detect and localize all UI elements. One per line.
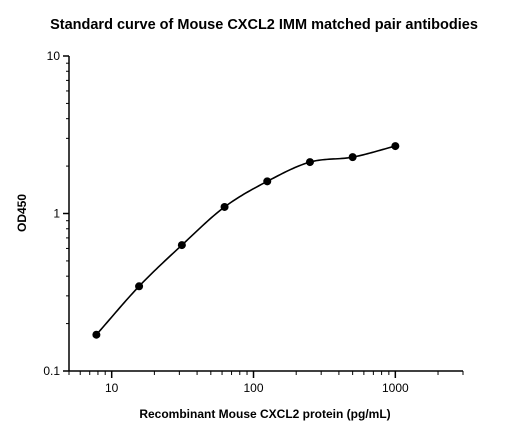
y-axis: 0.1 1 10 — [43, 49, 70, 378]
x-axis: 10 100 1000 — [68, 370, 464, 395]
data-points — [92, 142, 400, 339]
chart-title: Standard curve of Mouse CXCL2 IMM matche… — [50, 17, 478, 33]
data-point — [177, 241, 186, 250]
x-axis-label: Recombinant Mouse CXCL2 protein (pg/mL) — [139, 407, 390, 421]
x-tick-label: 100 — [243, 381, 263, 395]
fit-curve-group — [95, 145, 396, 336]
data-point — [92, 330, 101, 339]
data-point — [135, 282, 144, 291]
y-tick-label: 0.1 — [43, 364, 60, 378]
y-tick-label: 1 — [53, 207, 60, 221]
data-point — [220, 202, 229, 211]
y-axis-label: OD450 — [15, 194, 29, 232]
x-tick-label: 10 — [105, 381, 119, 395]
data-point — [391, 142, 400, 151]
data-point — [348, 153, 357, 162]
y-tick-label: 10 — [47, 49, 61, 63]
data-point — [305, 158, 314, 167]
x-tick-label: 1000 — [382, 381, 409, 395]
fit-curve — [95, 145, 396, 336]
data-point — [263, 177, 272, 186]
